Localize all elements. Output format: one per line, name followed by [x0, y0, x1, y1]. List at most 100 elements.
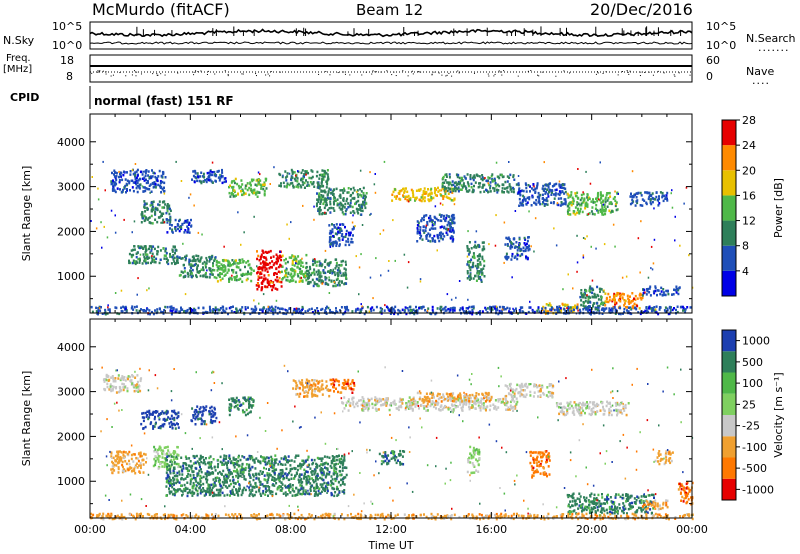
noise-cell: [602, 203, 605, 206]
data-cell: [404, 306, 407, 309]
noise-cell: [501, 308, 504, 311]
data-cell: [240, 309, 243, 312]
data-cell: [137, 390, 140, 393]
data-cell: [435, 188, 438, 191]
data-cell: [481, 186, 484, 189]
data-cell: [318, 177, 321, 180]
nave-dot: [193, 74, 195, 76]
data-cell: [604, 200, 607, 204]
noise-cell: [211, 161, 214, 164]
data-cell: [184, 220, 187, 223]
data-cell: [544, 203, 547, 206]
data-cell: [244, 184, 247, 187]
data-cell: [586, 198, 589, 202]
data-cell: [411, 189, 414, 193]
data-cell: [662, 199, 665, 203]
data-cell: [664, 310, 667, 313]
data-cell: [498, 309, 501, 313]
data-cell: [474, 181, 477, 184]
data-cell: [612, 298, 615, 301]
data-cell: [558, 190, 561, 193]
noise-cell: [674, 215, 676, 218]
data-cell: [332, 193, 334, 196]
data-cell: [417, 221, 420, 224]
data-cell: [317, 182, 320, 185]
noise-cell: [106, 236, 109, 239]
data-cell: [142, 247, 145, 250]
data-cell: [154, 415, 156, 419]
data-cell: [506, 180, 509, 183]
data-cell: [636, 201, 639, 205]
data-cell: [233, 179, 236, 183]
data-cell: [157, 175, 160, 178]
data-cell: [406, 195, 409, 199]
data-cell: [130, 249, 133, 252]
data-cell: [539, 202, 542, 206]
data-cell: [345, 229, 348, 233]
data-cell: [310, 307, 313, 311]
data-cell: [487, 176, 490, 179]
data-cell: [488, 177, 491, 180]
data-cell: [424, 405, 427, 408]
data-cell: [177, 423, 179, 426]
data-cell: [534, 190, 537, 193]
data-cell: [277, 259, 280, 263]
data-cell: [114, 306, 117, 309]
nave-dot: [227, 75, 229, 77]
data-cell: [342, 197, 345, 200]
data-cell: [604, 212, 607, 216]
data-cell: [606, 199, 609, 202]
data-cell: [483, 275, 486, 278]
data-cell: [483, 259, 486, 263]
data-cell: [442, 197, 445, 200]
data-cell: [227, 264, 230, 267]
data-cell: [257, 278, 260, 281]
data-cell: [169, 209, 172, 212]
data-cell: [232, 397, 235, 400]
data-cell: [174, 427, 177, 430]
data-cell: [200, 181, 203, 185]
data-cell: [429, 240, 432, 243]
data-cell: [481, 310, 484, 313]
data-cell: [349, 201, 352, 205]
data-cell: [241, 409, 244, 412]
data-cell: [590, 287, 593, 290]
data-cell: [337, 380, 340, 383]
data-cell: [579, 310, 582, 314]
data-cell: [347, 237, 350, 241]
data-cell: [541, 308, 544, 312]
data-cell: [280, 270, 283, 274]
data-cell: [324, 170, 327, 173]
data-cell: [323, 206, 326, 210]
data-cell: [335, 278, 338, 281]
data-cell: [666, 290, 669, 293]
data-cell: [352, 227, 355, 230]
data-cell: [147, 170, 150, 173]
data-cell: [239, 261, 242, 264]
data-cell: [595, 296, 598, 299]
data-cell: [427, 239, 430, 242]
data-cell: [342, 259, 344, 263]
data-cell: [222, 270, 225, 273]
data-cell: [144, 260, 147, 264]
data-cell: [416, 224, 419, 227]
data-cell: [122, 383, 125, 386]
data-cell: [340, 281, 343, 284]
data-cell: [262, 183, 265, 186]
data-cell: [144, 425, 147, 429]
data-cell: [294, 310, 297, 313]
data-cell: [315, 264, 318, 267]
data-cell: [182, 275, 185, 279]
data-cell: [318, 192, 321, 195]
data-cell: [348, 243, 351, 247]
data-cell: [144, 174, 147, 178]
data-cell: [501, 190, 504, 193]
data-cell: [291, 263, 294, 266]
nave-dot: [99, 70, 101, 72]
data-cell: [475, 397, 478, 400]
data-cell: [115, 386, 118, 389]
data-cell: [307, 391, 310, 394]
data-cell: [422, 225, 425, 228]
data-cell: [292, 387, 295, 390]
noise-cell: [410, 310, 412, 312]
